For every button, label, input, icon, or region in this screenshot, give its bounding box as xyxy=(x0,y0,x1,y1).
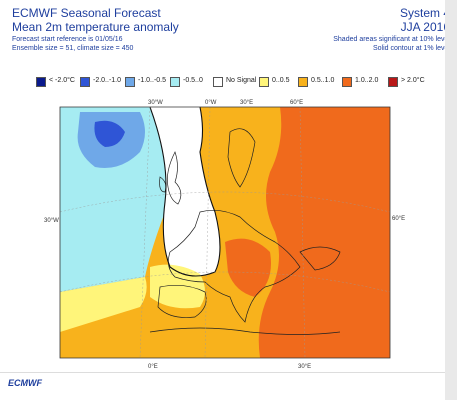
legend-swatch xyxy=(388,77,398,87)
anomaly-map xyxy=(59,106,391,359)
anomaly-region-darkblue xyxy=(94,120,125,147)
legend-label: No Signal xyxy=(226,77,257,84)
legend-label: 0..0.5 xyxy=(272,77,290,84)
coastline xyxy=(166,151,182,205)
graticule-line xyxy=(60,271,390,293)
legend-swatch xyxy=(125,77,135,87)
legend-label: > 2.0°C xyxy=(401,77,425,84)
scrollbar[interactable] xyxy=(445,0,457,400)
lon-label: 30°E xyxy=(298,364,312,370)
footer-divider xyxy=(0,372,457,373)
coastline xyxy=(168,210,301,323)
lon-label: 60°E xyxy=(290,100,304,106)
legend-label: 1.0..2.0 xyxy=(355,77,379,84)
legend-swatch xyxy=(213,77,223,87)
graticule-line xyxy=(204,107,211,358)
legend-label: -2.0..-1.0 xyxy=(93,77,122,84)
anomaly-region-darkorange xyxy=(258,107,390,358)
coastline xyxy=(299,246,341,271)
anomaly-region-yellow xyxy=(60,277,147,332)
significance-contour: Solid contour at 1% level xyxy=(372,45,450,52)
lon-label: 0°W xyxy=(205,100,217,106)
legend-swatch xyxy=(170,77,180,87)
graticule-line xyxy=(299,107,306,358)
graticule-line xyxy=(60,191,390,213)
map-title: ECMWF Seasonal Forecast xyxy=(12,6,161,20)
map-subtitle: Mean 2m temperature anomaly xyxy=(12,20,179,34)
lat-label: 30°W xyxy=(44,218,59,224)
lat-label: 60°E xyxy=(392,216,406,222)
legend-label: < -2.0°C xyxy=(49,77,75,84)
legend-swatch xyxy=(36,77,46,87)
graticule-line xyxy=(139,107,151,358)
legend-swatch xyxy=(298,77,308,87)
significance-shaded: Shaded areas significant at 10% level xyxy=(333,36,450,43)
period-label: JJA 2016 xyxy=(400,20,450,34)
ensemble-size: Ensemble size = 51, climate size = 450 xyxy=(12,45,134,52)
legend-swatch xyxy=(80,77,90,87)
legend-swatch xyxy=(342,77,352,87)
coastline xyxy=(149,327,341,335)
anomaly-region-nosignal xyxy=(150,107,220,276)
legend-label: -1.0..-0.5 xyxy=(138,77,167,84)
coastline xyxy=(159,176,167,193)
anomaly-region-darkorange xyxy=(225,238,271,297)
coastline xyxy=(227,128,256,188)
significance-contour-line xyxy=(149,107,221,277)
legend-label: 0.5..1.0 xyxy=(311,77,335,84)
lon-label: 0°E xyxy=(148,364,158,370)
coastline xyxy=(157,285,207,318)
system-label: System 4 xyxy=(399,6,450,20)
map-frame xyxy=(59,106,391,359)
legend-label: -0.5..0 xyxy=(183,77,203,84)
forecast-start: Forecast start reference is 01/05/16 xyxy=(12,36,123,43)
lon-label: 30°E xyxy=(240,100,254,106)
lon-label: 30°W xyxy=(148,100,163,106)
legend-swatch xyxy=(259,77,269,87)
footer-logo-text: ECMWF xyxy=(8,378,42,388)
